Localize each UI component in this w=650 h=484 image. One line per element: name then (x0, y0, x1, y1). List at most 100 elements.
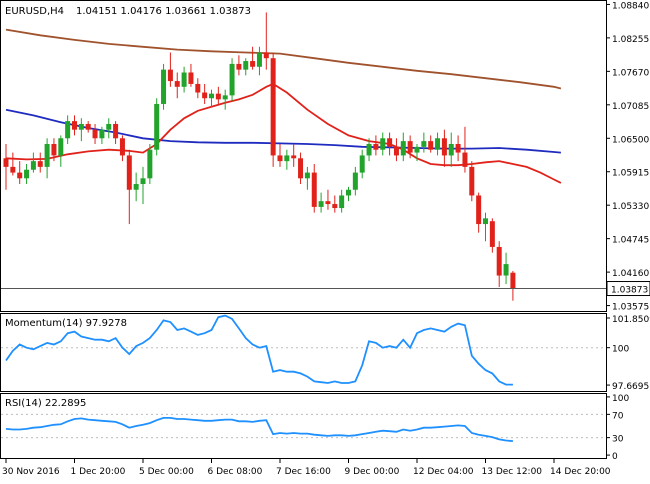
time-tick-label: 6 Dec 08:00 (208, 467, 263, 477)
candle-body (325, 201, 331, 205)
candle-body (51, 143, 57, 156)
indicator-tick-label: 100 (612, 345, 629, 355)
candle-body (469, 166, 475, 196)
main-panel-frame (0, 0, 607, 312)
candle-body (65, 121, 71, 139)
current-price-box (606, 281, 650, 297)
rsi-indicator: 100 70 30 0 (1, 394, 629, 462)
candle-body (133, 184, 139, 190)
candle-body (462, 152, 468, 167)
candle-body (284, 155, 290, 162)
indicator-line (5, 417, 513, 442)
candle-body (400, 141, 406, 156)
candle-body (44, 143, 50, 167)
momentum-label: Momentum(14) 97.9278 (5, 318, 127, 329)
price-tick-label: 1.04160 (612, 269, 649, 279)
candle-body (126, 155, 132, 190)
price-tick-label: 1.07670 (612, 68, 649, 78)
candle-body (332, 204, 338, 209)
candle-body (359, 155, 365, 173)
candle-body (435, 138, 441, 150)
candle-body (311, 172, 317, 207)
candle-body (256, 52, 262, 67)
candle-body (304, 172, 310, 179)
candle-body (510, 272, 516, 289)
moving-average-sma-slow (5, 28, 562, 90)
candle-body (243, 61, 249, 70)
price-tick-label: 1.06500 (612, 135, 649, 145)
candle-body (318, 201, 324, 207)
candle-body (483, 218, 488, 225)
candle-body (270, 58, 276, 156)
time-tick-label: 14 Dec 20:00 (550, 467, 611, 477)
candle-body (154, 103, 160, 150)
candle-body (161, 69, 167, 104)
candle-body (85, 123, 91, 130)
time-tick-label: 13 Dec 12:00 (482, 467, 543, 477)
candle-body (421, 141, 427, 147)
candle-body (195, 83, 201, 93)
candle-body (291, 155, 297, 159)
candle-body (99, 129, 105, 139)
indicator-tick-label: 70 (612, 411, 624, 421)
candle-body (496, 246, 502, 276)
current-price-line: 1.03873 (1, 281, 650, 297)
candle-body (393, 146, 399, 156)
rsi-panel-frame (0, 393, 607, 459)
momentum-indicator: 101.8509 100 97.6695 (1, 314, 650, 392)
candle-body (119, 138, 125, 156)
candle-body (414, 146, 420, 153)
price-tick-label: 1.08840 (612, 1, 649, 11)
chart-title: EURUSD,H4 (5, 6, 64, 17)
indicator-tick-label: 0 (612, 452, 618, 462)
indicator-tick-label: 100 (612, 394, 629, 404)
candle-body (202, 92, 208, 99)
candle-body (298, 158, 304, 179)
candle-body (209, 93, 214, 99)
indicator-tick-label: 101.8509 (612, 315, 650, 325)
indicator-line (5, 314, 513, 386)
candle-body (352, 172, 358, 190)
candle-body (236, 63, 242, 70)
candle-body (215, 93, 221, 100)
time-tick-label: 1 Dec 20:00 (71, 467, 126, 477)
candle-body (37, 161, 43, 167)
candle-body (3, 158, 9, 167)
time-tick-label: 12 Dec 04:00 (413, 467, 474, 477)
candle-body (346, 189, 351, 196)
time-tick-label: 7 Dec 16:00 (276, 467, 331, 477)
candle-body (24, 169, 30, 179)
candle-body (10, 166, 16, 173)
candle-body (366, 143, 372, 156)
time-tick-label: 30 Nov 2016 (2, 467, 60, 477)
rsi-label: RSI(14) 22.2895 (5, 398, 86, 409)
candle-body (373, 143, 379, 150)
candle-body (181, 72, 187, 87)
candle-body (106, 123, 112, 130)
candle-body (78, 123, 84, 130)
price-tick-label: 1.05330 (612, 202, 649, 212)
momentum-panel-frame (0, 313, 607, 392)
price-tick-label: 1.08255 (612, 35, 649, 45)
candlestick-series (3, 12, 516, 301)
candle-body (380, 138, 386, 150)
price-tick-label: 1.04745 (612, 236, 649, 246)
time-tick-label: 5 Dec 00:00 (139, 467, 194, 477)
candle-body (476, 195, 482, 225)
candle-body (339, 195, 345, 209)
candle-body (387, 138, 393, 147)
price-tick-label: 1.05915 (612, 169, 649, 179)
time-axis: 30 Nov 2016 1 Dec 20:00 5 Dec 00:00 6 Dec 0… (2, 459, 611, 477)
candle-body (147, 149, 153, 179)
candle-body (188, 72, 194, 84)
candle-body (229, 63, 235, 96)
candle-body (428, 141, 434, 150)
time-tick-label: 9 Dec 00:00 (345, 467, 400, 477)
candle-body (455, 143, 461, 153)
indicator-tick-label: 97.6695 (612, 382, 649, 392)
candle-body (448, 143, 454, 156)
candle-body (72, 121, 77, 130)
candle-body (17, 172, 23, 179)
